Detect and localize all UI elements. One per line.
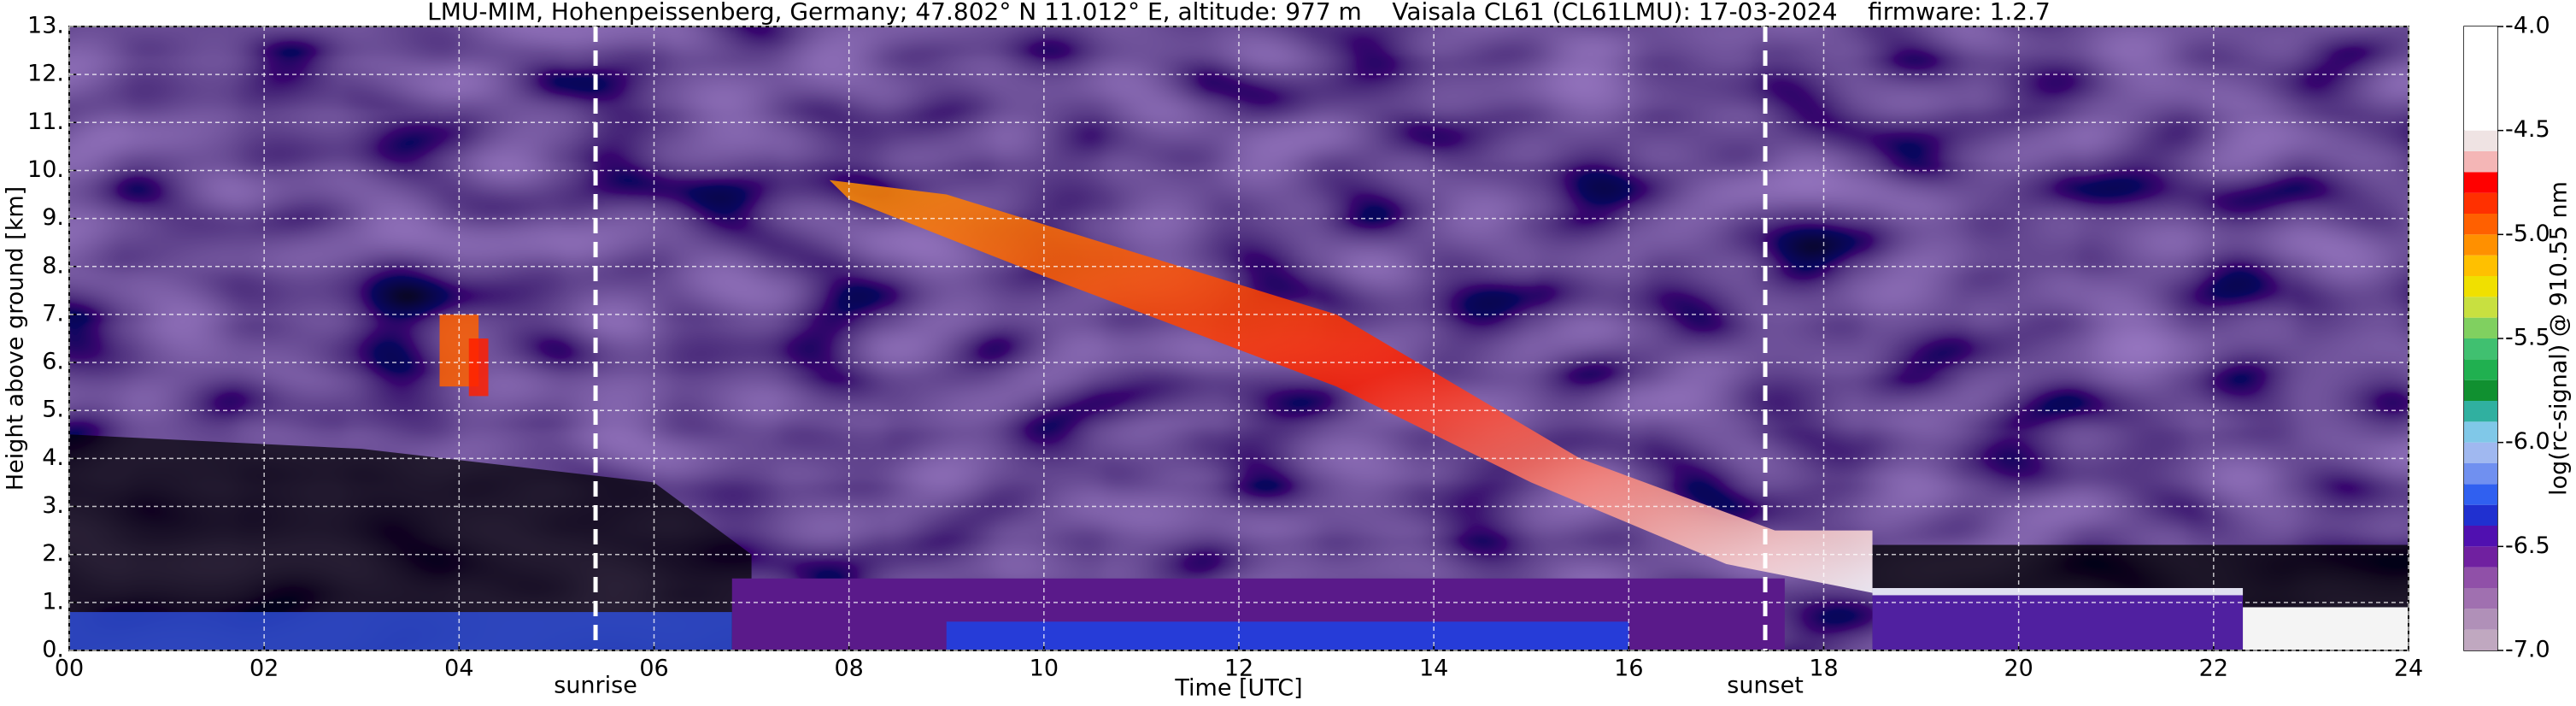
colorbar-swatch xyxy=(2464,546,2497,568)
colorbar-swatch xyxy=(2464,421,2497,443)
x-tick-label: 12 xyxy=(1224,656,1253,682)
x-tick-label: 16 xyxy=(1614,656,1643,682)
x-tick-label: 02 xyxy=(249,656,279,682)
y-tick-label: 4. xyxy=(42,444,64,471)
low-signal-region xyxy=(69,434,752,650)
colorbar-swatch xyxy=(2464,379,2497,401)
colorbar-label: log(rc-signal) @ 910.55 nm xyxy=(2546,181,2573,496)
colorbar-swatch xyxy=(2464,567,2497,588)
surface-layer xyxy=(69,612,732,650)
colorbar-swatch xyxy=(2464,297,2497,318)
colorbar-swatch xyxy=(2464,255,2497,276)
y-tick-label: 13. xyxy=(27,13,64,39)
colorbar-swatch xyxy=(2464,192,2497,214)
y-tick-label: 9. xyxy=(42,204,64,231)
x-tick-label: 06 xyxy=(639,656,668,682)
x-tick-label: 20 xyxy=(2004,656,2033,682)
colorbar-swatch xyxy=(2464,463,2497,485)
colorbar-tick-label: -6.5 xyxy=(2505,532,2550,559)
colorbar-swatch xyxy=(2464,130,2497,151)
y-tick-label: 0. xyxy=(42,637,64,663)
x-tick-label: 10 xyxy=(1030,656,1059,682)
colorbar-swatch xyxy=(2464,276,2497,297)
colorbar-swatch xyxy=(2464,172,2497,193)
cloud-patch xyxy=(468,338,489,397)
colorbar-swatch xyxy=(2464,442,2497,463)
cloud-band xyxy=(829,179,1873,593)
x-tick-label: 22 xyxy=(2199,656,2228,682)
colorbar-tick-label: -4.0 xyxy=(2505,13,2550,39)
colorbar-swatch xyxy=(2464,214,2497,235)
colorbar-swatch xyxy=(2464,317,2497,338)
surface-layer xyxy=(1872,592,2244,650)
x-tick-label: 14 xyxy=(1419,656,1448,682)
x-tick-label: 00 xyxy=(55,656,84,682)
x-axis-label: Time [UTC] xyxy=(1174,675,1302,702)
y-tick-label: 1. xyxy=(42,588,64,615)
y-tick-label: 2. xyxy=(42,540,64,567)
colorbar-tick-label: -6.0 xyxy=(2505,428,2550,455)
event-label: sunset xyxy=(1727,673,1804,699)
colorbar-swatch xyxy=(2464,359,2497,380)
colorbar-swatch xyxy=(2464,401,2497,422)
surface-layer xyxy=(946,621,1629,650)
y-tick-label: 5. xyxy=(42,397,64,423)
x-tick-label: 04 xyxy=(444,656,473,682)
y-tick-label: 6. xyxy=(42,349,64,375)
colorbar-tick-label: -5.0 xyxy=(2505,221,2550,247)
x-tick-label: 24 xyxy=(2394,656,2423,682)
colorbar-swatch xyxy=(2464,504,2497,526)
colorbar-swatch xyxy=(2464,609,2497,630)
surface-layer xyxy=(1872,588,2244,596)
colorbar-swatch xyxy=(2464,338,2497,360)
y-tick-label: 11. xyxy=(27,109,64,135)
colorbar-tick-label: -5.5 xyxy=(2505,325,2550,351)
y-tick-label: 8. xyxy=(42,252,64,279)
colorbar-swatch xyxy=(2464,588,2497,609)
y-tick-label: 7. xyxy=(42,300,64,327)
colorbar-tick-label: -4.5 xyxy=(2505,116,2550,143)
event-label: sunrise xyxy=(554,673,637,699)
colorbar-tick-label: -7.0 xyxy=(2505,637,2550,663)
y-tick-label: 10. xyxy=(27,156,64,183)
y-tick-label: 12. xyxy=(27,61,64,87)
colorbar-swatch xyxy=(2464,526,2497,547)
chart-title: LMU-MIM, Hohenpeissenberg, Germany; 47.8… xyxy=(427,0,2051,26)
colorbar-swatch xyxy=(2464,151,2497,173)
colorbar-swatch xyxy=(2464,629,2497,650)
surface-layer xyxy=(2243,607,2409,650)
y-axis-label: Height above ground [km] xyxy=(3,186,29,491)
y-tick-label: 3. xyxy=(42,492,64,519)
colorbar-swatch xyxy=(2464,26,2497,131)
x-tick-label: 18 xyxy=(1809,656,1838,682)
colorbar-swatch xyxy=(2464,234,2497,256)
x-tick-label: 08 xyxy=(834,656,863,682)
colorbar-swatch xyxy=(2464,484,2497,505)
